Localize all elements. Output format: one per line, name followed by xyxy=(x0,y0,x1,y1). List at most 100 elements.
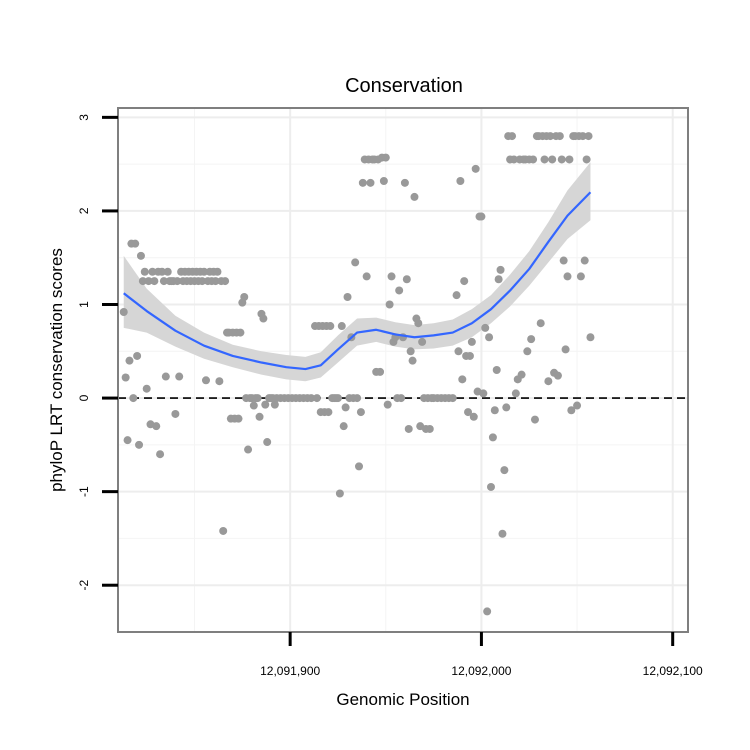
data-point xyxy=(397,394,406,403)
data-point xyxy=(376,367,385,376)
x-tick-label: 12,092,000 xyxy=(451,664,511,678)
data-point xyxy=(563,272,572,281)
data-point xyxy=(557,155,566,164)
smooth-curve xyxy=(123,191,592,371)
data-point xyxy=(402,275,411,284)
data-point xyxy=(255,412,264,421)
data-point xyxy=(464,408,473,417)
data-point xyxy=(142,384,151,393)
plot-border xyxy=(117,107,689,633)
data-point xyxy=(200,267,209,276)
data-point xyxy=(479,389,488,398)
data-point xyxy=(341,403,350,412)
data-point xyxy=(490,406,499,415)
data-point xyxy=(240,293,249,302)
data-point xyxy=(578,132,587,141)
data-point xyxy=(400,178,409,187)
y-tick-label: 0 xyxy=(77,394,91,401)
x-axis-label: Genomic Position xyxy=(336,690,469,709)
data-point xyxy=(553,371,562,380)
y-axis-label: phyloP LRT conservation scores xyxy=(47,248,66,492)
data-point xyxy=(465,351,474,360)
data-point xyxy=(486,482,495,491)
data-point xyxy=(358,178,367,187)
data-point xyxy=(469,412,478,421)
y-tick-label: -1 xyxy=(77,486,91,497)
data-point xyxy=(408,356,417,365)
data-point xyxy=(404,424,413,433)
x-tick-label: 12,091,900 xyxy=(260,664,320,678)
data-point xyxy=(129,394,138,403)
data-point xyxy=(326,322,335,331)
points-layer xyxy=(119,132,595,616)
data-point xyxy=(527,335,536,344)
data-point xyxy=(467,337,476,346)
data-point xyxy=(508,132,517,141)
data-point xyxy=(244,445,253,454)
y-tick-label: -2 xyxy=(77,580,91,591)
data-point xyxy=(339,422,348,431)
data-point xyxy=(488,433,497,442)
data-point xyxy=(567,406,576,415)
x-tick-label: 12,092,100 xyxy=(643,664,703,678)
data-point xyxy=(152,422,161,431)
y-tick-label: 2 xyxy=(77,207,91,214)
data-point xyxy=(144,277,153,286)
data-point xyxy=(494,275,503,284)
data-point xyxy=(492,366,501,374)
data-point xyxy=(119,307,128,316)
data-point xyxy=(175,372,184,381)
data-point xyxy=(586,333,595,342)
data-point xyxy=(536,319,545,328)
data-point xyxy=(351,258,360,267)
data-point xyxy=(509,155,518,164)
data-point xyxy=(477,212,486,221)
data-point xyxy=(133,351,142,360)
data-point xyxy=(559,256,568,265)
data-point xyxy=(383,400,392,409)
data-point xyxy=(138,277,147,286)
data-point xyxy=(355,462,364,471)
data-point xyxy=(454,347,463,356)
data-point xyxy=(565,155,574,164)
data-point xyxy=(448,394,457,403)
data-point xyxy=(483,607,492,616)
data-point xyxy=(159,277,168,286)
data-point xyxy=(498,529,507,538)
data-point xyxy=(335,489,344,498)
data-point xyxy=(580,256,589,265)
data-point xyxy=(333,394,342,403)
confidence-band-layer xyxy=(123,162,591,382)
data-point xyxy=(529,155,538,164)
data-point xyxy=(381,153,390,162)
data-point xyxy=(123,436,132,445)
data-point xyxy=(471,164,480,173)
data-point xyxy=(410,192,419,201)
data-point xyxy=(136,251,145,260)
data-point xyxy=(121,373,130,382)
data-point xyxy=(211,277,220,286)
data-point xyxy=(215,377,224,386)
data-point xyxy=(263,438,272,447)
data-point xyxy=(201,376,210,385)
data-point xyxy=(500,466,509,475)
data-point xyxy=(171,409,180,418)
data-point xyxy=(219,526,228,535)
data-point xyxy=(511,389,520,398)
data-point xyxy=(523,347,532,356)
data-point xyxy=(337,322,346,331)
data-point xyxy=(555,132,564,141)
data-point xyxy=(460,277,469,286)
data-point xyxy=(452,291,461,300)
data-point xyxy=(362,272,371,281)
data-point xyxy=(324,408,333,417)
data-point xyxy=(502,403,511,412)
y-tick-label: 1 xyxy=(77,301,91,308)
data-point xyxy=(418,337,427,346)
data-point xyxy=(135,440,144,449)
chart-title: Conservation xyxy=(345,75,463,97)
data-point xyxy=(387,272,396,281)
data-point xyxy=(573,401,582,410)
data-point xyxy=(395,286,404,295)
data-point xyxy=(173,277,182,286)
